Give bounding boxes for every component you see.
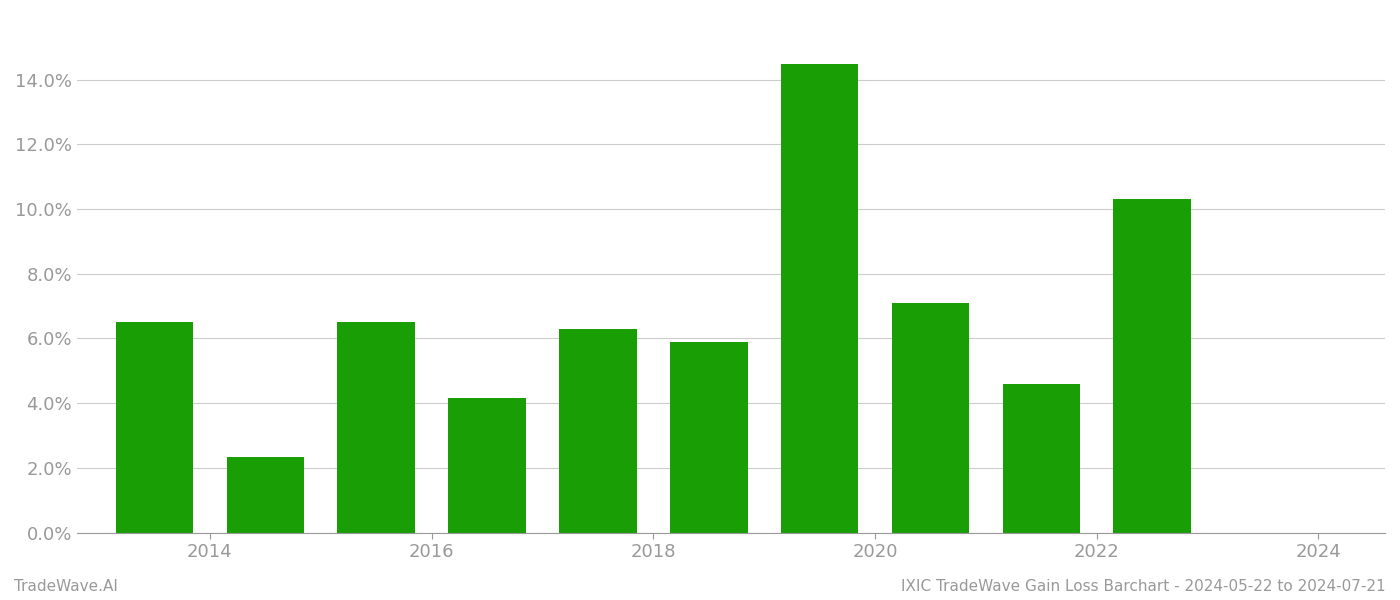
Bar bbox=[1113, 199, 1191, 533]
Text: TradeWave.AI: TradeWave.AI bbox=[14, 579, 118, 594]
Text: IXIC TradeWave Gain Loss Barchart - 2024-05-22 to 2024-07-21: IXIC TradeWave Gain Loss Barchart - 2024… bbox=[902, 579, 1386, 594]
Bar bbox=[227, 457, 304, 533]
Bar bbox=[448, 398, 526, 533]
Bar bbox=[559, 329, 637, 533]
Bar bbox=[781, 64, 858, 533]
Bar bbox=[892, 303, 969, 533]
Bar bbox=[116, 322, 193, 533]
Bar bbox=[337, 322, 414, 533]
Bar bbox=[671, 342, 748, 533]
Bar bbox=[1002, 384, 1081, 533]
